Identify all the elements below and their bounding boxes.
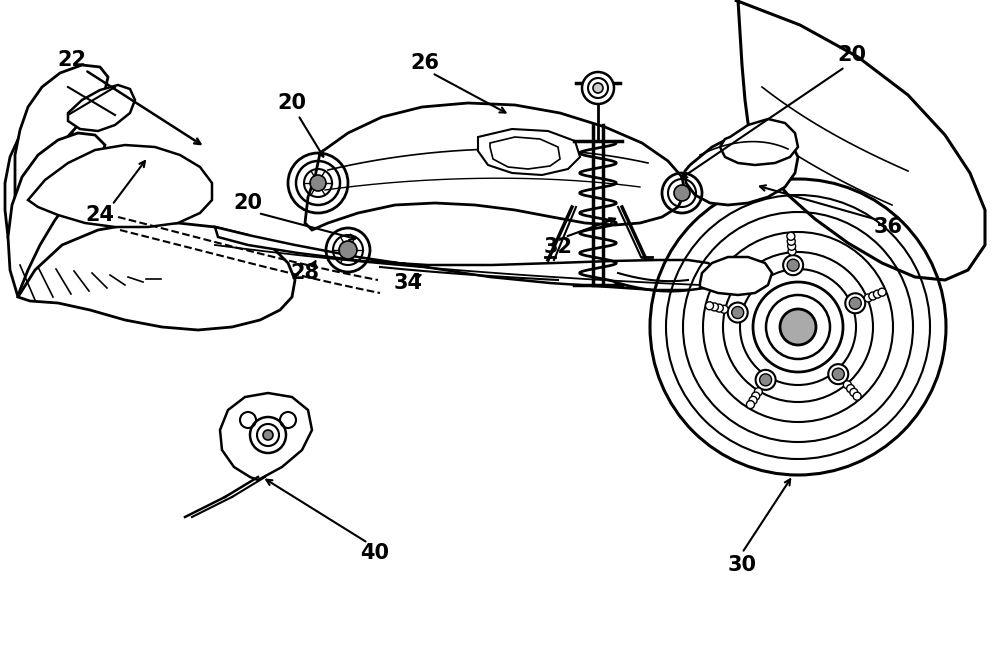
Circle shape xyxy=(832,368,844,380)
Text: 36: 36 xyxy=(874,217,902,237)
Polygon shape xyxy=(28,145,212,227)
Text: 20: 20 xyxy=(838,45,866,65)
Circle shape xyxy=(746,401,754,408)
Circle shape xyxy=(849,297,861,309)
Text: 40: 40 xyxy=(360,543,390,563)
Circle shape xyxy=(756,370,776,390)
Circle shape xyxy=(754,388,762,396)
Polygon shape xyxy=(5,100,78,237)
Polygon shape xyxy=(220,393,312,480)
Polygon shape xyxy=(490,137,560,169)
Circle shape xyxy=(715,304,723,312)
Circle shape xyxy=(339,241,357,259)
Text: 26: 26 xyxy=(411,53,440,73)
Circle shape xyxy=(788,247,796,255)
Circle shape xyxy=(788,243,796,250)
Polygon shape xyxy=(478,129,580,175)
Circle shape xyxy=(732,306,744,319)
Text: 24: 24 xyxy=(86,205,114,225)
Circle shape xyxy=(582,72,614,104)
Text: 22: 22 xyxy=(58,50,87,70)
Polygon shape xyxy=(215,227,722,290)
Circle shape xyxy=(593,83,603,93)
Circle shape xyxy=(845,293,865,313)
Circle shape xyxy=(787,259,799,271)
Circle shape xyxy=(728,303,748,322)
Text: 30: 30 xyxy=(728,555,757,575)
Circle shape xyxy=(263,430,273,440)
Polygon shape xyxy=(68,85,135,131)
Polygon shape xyxy=(15,65,108,233)
Circle shape xyxy=(760,374,772,386)
Circle shape xyxy=(853,392,861,400)
Circle shape xyxy=(847,384,855,393)
Circle shape xyxy=(752,392,760,400)
Text: 20: 20 xyxy=(278,93,306,113)
Text: 20: 20 xyxy=(234,193,262,213)
Polygon shape xyxy=(18,223,295,330)
Circle shape xyxy=(787,232,795,241)
Text: 28: 28 xyxy=(290,263,320,283)
Circle shape xyxy=(878,288,886,296)
Polygon shape xyxy=(735,0,985,280)
Circle shape xyxy=(828,364,848,384)
Polygon shape xyxy=(720,119,798,165)
Polygon shape xyxy=(305,103,685,230)
Circle shape xyxy=(787,237,795,245)
Polygon shape xyxy=(685,131,798,205)
Text: 34: 34 xyxy=(394,273,422,293)
Circle shape xyxy=(843,381,851,389)
Circle shape xyxy=(706,302,714,310)
Circle shape xyxy=(674,185,690,201)
Text: 32: 32 xyxy=(544,237,572,257)
Polygon shape xyxy=(700,257,772,295)
Polygon shape xyxy=(8,133,105,297)
Circle shape xyxy=(783,255,803,275)
Circle shape xyxy=(720,305,728,313)
Circle shape xyxy=(864,294,872,302)
Circle shape xyxy=(869,292,877,300)
Circle shape xyxy=(710,303,718,311)
Circle shape xyxy=(749,396,757,404)
Circle shape xyxy=(850,388,858,397)
Circle shape xyxy=(780,309,816,345)
Circle shape xyxy=(873,290,881,298)
Circle shape xyxy=(310,175,326,191)
